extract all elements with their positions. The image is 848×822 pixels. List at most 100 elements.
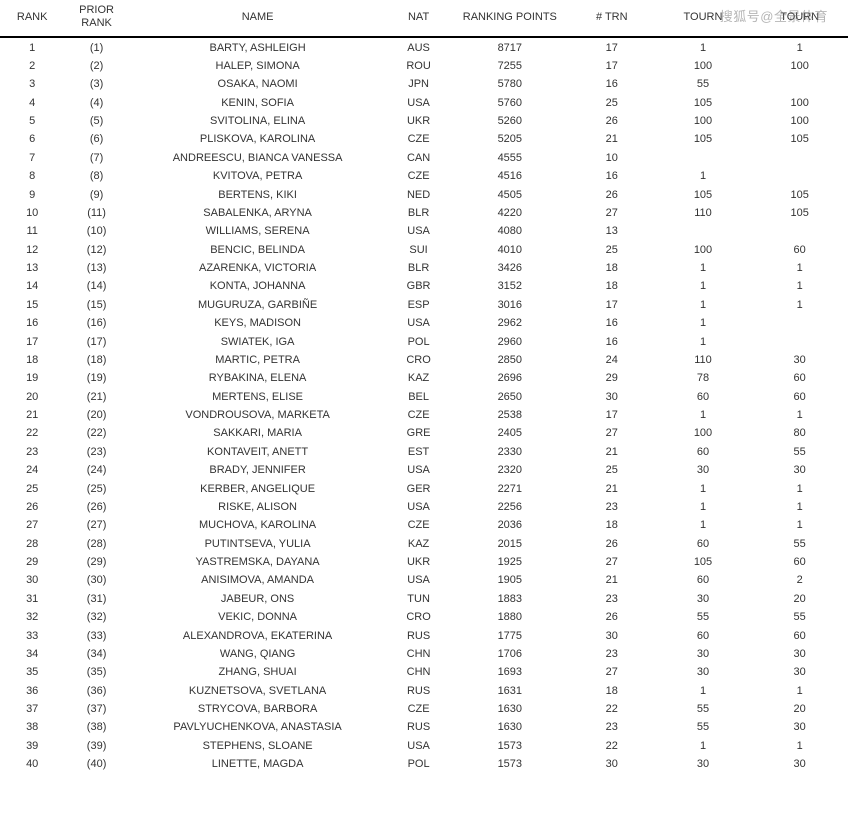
cell-tourn1: 60 — [655, 388, 752, 406]
cell-tourn1: 1 — [655, 296, 752, 314]
cell-trn: 18 — [569, 682, 655, 700]
cell-rank: 1 — [0, 37, 64, 56]
cell-trn: 17 — [569, 296, 655, 314]
cell-rank: 28 — [0, 535, 64, 553]
cell-trn: 23 — [569, 718, 655, 736]
cell-nat: GER — [386, 479, 450, 497]
cell-tourn2: 55 — [751, 535, 848, 553]
cell-tourn1: 1 — [655, 167, 752, 185]
cell-nat: TUN — [386, 590, 450, 608]
cell-rank: 8 — [0, 167, 64, 185]
cell-tourn2: 30 — [751, 755, 848, 773]
cell-trn: 22 — [569, 700, 655, 718]
table-row: 34(34)WANG, QIANGCHN1706233030 — [0, 645, 848, 663]
cell-prior: (40) — [64, 755, 128, 773]
cell-points: 1880 — [451, 608, 569, 626]
col-name: NAME — [129, 0, 387, 37]
cell-rank: 7 — [0, 149, 64, 167]
cell-points: 5760 — [451, 94, 569, 112]
cell-trn: 17 — [569, 37, 655, 56]
cell-nat: CZE — [386, 700, 450, 718]
cell-nat: UKR — [386, 553, 450, 571]
cell-tourn1: 105 — [655, 130, 752, 148]
cell-tourn1: 55 — [655, 608, 752, 626]
cell-tourn1: 1 — [655, 277, 752, 295]
cell-tourn1: 1 — [655, 682, 752, 700]
cell-prior: (15) — [64, 296, 128, 314]
cell-nat: CHN — [386, 663, 450, 681]
cell-rank: 29 — [0, 553, 64, 571]
cell-trn: 16 — [569, 75, 655, 93]
cell-name: HALEP, SIMONA — [129, 57, 387, 75]
cell-trn: 30 — [569, 626, 655, 644]
cell-nat: CRO — [386, 608, 450, 626]
cell-points: 1630 — [451, 718, 569, 736]
cell-points: 2962 — [451, 314, 569, 332]
cell-tourn1: 30 — [655, 590, 752, 608]
col-trn: # TRN — [569, 0, 655, 37]
table-row: 30(30)ANISIMOVA, AMANDAUSA190521602 — [0, 571, 848, 589]
table-row: 38(38)PAVLYUCHENKOVA, ANASTASIARUS163023… — [0, 718, 848, 736]
cell-trn: 23 — [569, 645, 655, 663]
cell-tourn1: 55 — [655, 718, 752, 736]
cell-trn: 13 — [569, 222, 655, 240]
cell-points: 1925 — [451, 553, 569, 571]
cell-rank: 18 — [0, 351, 64, 369]
cell-tourn2: 1 — [751, 277, 848, 295]
cell-tourn2: 80 — [751, 424, 848, 442]
cell-points: 5260 — [451, 112, 569, 130]
cell-trn: 26 — [569, 535, 655, 553]
cell-tourn2: 1 — [751, 516, 848, 534]
cell-tourn2 — [751, 167, 848, 185]
cell-prior: (7) — [64, 149, 128, 167]
cell-tourn2: 20 — [751, 590, 848, 608]
cell-tourn1: 105 — [655, 185, 752, 203]
table-row: 39(39)STEPHENS, SLOANEUSA15732211 — [0, 737, 848, 755]
cell-tourn1: 55 — [655, 700, 752, 718]
table-row: 14(14)KONTA, JOHANNAGBR31521811 — [0, 277, 848, 295]
cell-tourn1: 100 — [655, 241, 752, 259]
cell-rank: 32 — [0, 608, 64, 626]
cell-points: 2850 — [451, 351, 569, 369]
table-row: 7(7)ANDREESCU, BIANCA VANESSACAN455510 — [0, 149, 848, 167]
table-row: 29(29)YASTREMSKA, DAYANAUKR19252710560 — [0, 553, 848, 571]
cell-trn: 21 — [569, 571, 655, 589]
cell-nat: POL — [386, 332, 450, 350]
cell-name: KONTAVEIT, ANETT — [129, 443, 387, 461]
cell-tourn1: 100 — [655, 112, 752, 130]
cell-rank: 40 — [0, 755, 64, 773]
table-row: 8(8)KVITOVA, PETRACZE4516161 — [0, 167, 848, 185]
col-tourn1: TOURN — [655, 0, 752, 37]
cell-name: KENIN, SOFIA — [129, 94, 387, 112]
cell-points: 1573 — [451, 755, 569, 773]
cell-tourn2: 20 — [751, 700, 848, 718]
table-row: 26(26)RISKE, ALISONUSA22562311 — [0, 498, 848, 516]
cell-nat: BLR — [386, 259, 450, 277]
cell-prior: (39) — [64, 737, 128, 755]
cell-tourn2 — [751, 75, 848, 93]
cell-tourn2: 55 — [751, 608, 848, 626]
cell-tourn1: 60 — [655, 443, 752, 461]
cell-points: 2015 — [451, 535, 569, 553]
table-row: 13(13)AZARENKA, VICTORIABLR34261811 — [0, 259, 848, 277]
cell-tourn1: 105 — [655, 94, 752, 112]
cell-name: ANDREESCU, BIANCA VANESSA — [129, 149, 387, 167]
cell-name: KUZNETSOVA, SVETLANA — [129, 682, 387, 700]
cell-name: ANISIMOVA, AMANDA — [129, 571, 387, 589]
cell-prior: (35) — [64, 663, 128, 681]
cell-nat: KAZ — [386, 535, 450, 553]
table-header-row: RANK PRIOR RANK NAME NAT RANKING POINTS … — [0, 0, 848, 37]
cell-rank: 13 — [0, 259, 64, 277]
cell-points: 1706 — [451, 645, 569, 663]
cell-name: MERTENS, ELISE — [129, 388, 387, 406]
cell-trn: 30 — [569, 755, 655, 773]
cell-tourn2: 30 — [751, 461, 848, 479]
cell-tourn2: 100 — [751, 57, 848, 75]
cell-tourn1: 100 — [655, 57, 752, 75]
cell-name: BENCIC, BELINDA — [129, 241, 387, 259]
cell-nat: JPN — [386, 75, 450, 93]
cell-tourn2: 1 — [751, 682, 848, 700]
cell-name: STEPHENS, SLOANE — [129, 737, 387, 755]
table-row: 33(33)ALEXANDROVA, EKATERINARUS177530606… — [0, 626, 848, 644]
cell-rank: 17 — [0, 332, 64, 350]
